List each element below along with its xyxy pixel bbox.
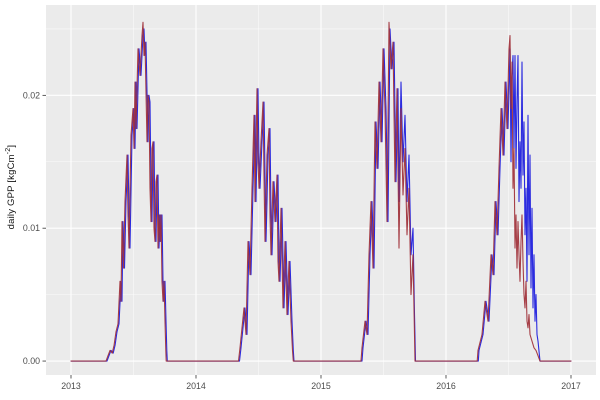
x-tick-label: 2013 [61, 381, 81, 391]
y-axis-title-main: daily GPP [kgCm [6, 154, 18, 230]
y-tick-label: 0.00 [23, 356, 40, 366]
y-tick-label: 0.02 [23, 90, 40, 100]
y-axis-title-sup: -2 [4, 147, 12, 155]
gpp-line-red [70, 21, 572, 362]
x-tick-label: 2015 [311, 381, 331, 391]
x-tick-label: 2017 [561, 381, 581, 391]
x-tick-label: 2016 [436, 381, 456, 391]
y-tick-label: 0.01 [23, 223, 40, 233]
y-axis-title-close: ] [6, 144, 18, 148]
x-tick-label: 2014 [186, 381, 206, 391]
y-axis-title: daily GPP [kgCm-2] [5, 112, 17, 262]
